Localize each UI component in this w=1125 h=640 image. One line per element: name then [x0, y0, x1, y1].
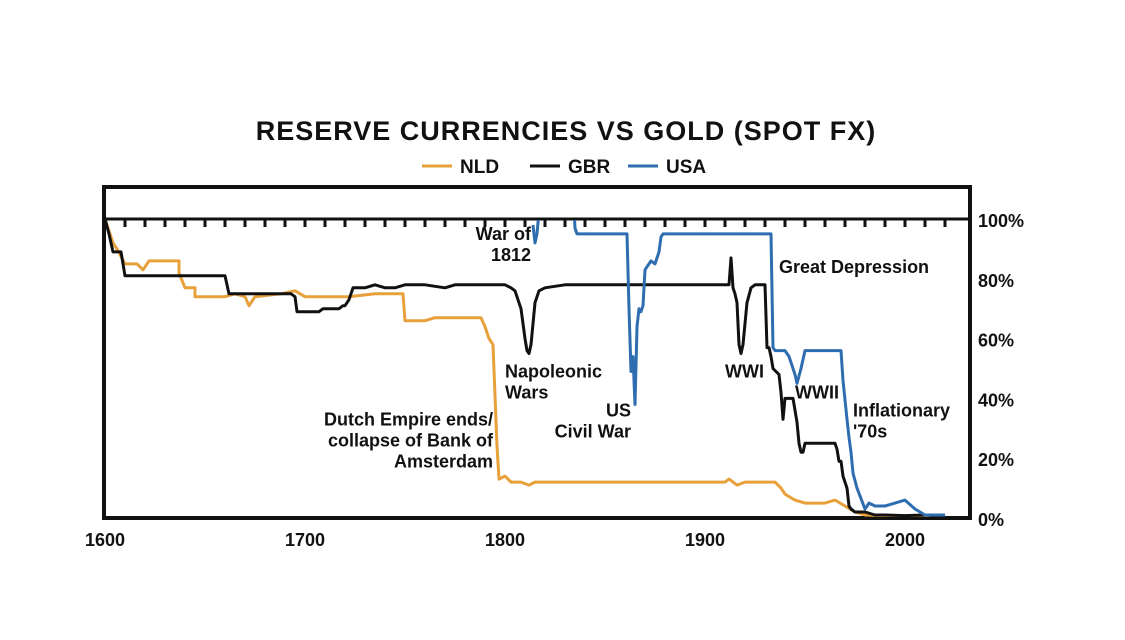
- x-tick-label: 1700: [285, 530, 325, 550]
- annotation-label: Amsterdam: [394, 451, 493, 471]
- series-layer: [106, 220, 946, 517]
- x-tick-label: 1600: [85, 530, 125, 550]
- annotation-label: '70s: [853, 421, 887, 441]
- annotation-label: WWI: [725, 361, 764, 381]
- y-tick-label: 80%: [978, 271, 1014, 291]
- x-tick-label: 1900: [685, 530, 725, 550]
- annotation-label: 1812: [491, 245, 531, 265]
- annotation-label: Wars: [505, 382, 548, 402]
- series-line-nld: [106, 220, 945, 517]
- axis-layer: 1600 1700 1800 1900 2000 0% 20% 40% 60% 80% 100%: [85, 211, 1024, 550]
- annotation-label: Civil War: [555, 421, 631, 441]
- legend: NLD GBR USA: [422, 157, 706, 178]
- y-tick-label: 20%: [978, 450, 1014, 470]
- legend-label-nld: NLD: [460, 157, 499, 178]
- series-line-usa: [531, 220, 945, 517]
- series-line-gbr: [106, 220, 946, 517]
- chart-title: RESERVE CURRENCIES VS GOLD (SPOT FX): [256, 116, 877, 146]
- y-tick-label: 100%: [978, 211, 1024, 231]
- annotation-label: WWII: [795, 382, 839, 402]
- plot-frame: [102, 185, 972, 520]
- legend-label-usa: USA: [666, 157, 706, 178]
- y-tick-label: 60%: [978, 331, 1014, 351]
- x-tick-label: 2000: [885, 530, 925, 550]
- plot-border: [102, 185, 972, 520]
- legend-label-gbr: GBR: [568, 157, 611, 178]
- y-tick-label: 0%: [978, 510, 1004, 530]
- annotation-label: Inflationary: [853, 400, 950, 420]
- y-tick-label: 40%: [978, 390, 1014, 410]
- annotation-label: Napoleonic: [505, 361, 602, 381]
- annotation-label: Great Depression: [779, 257, 929, 277]
- annotation-label: Dutch Empire ends/: [324, 409, 493, 429]
- annotation-label: collapse of Bank of: [328, 430, 494, 450]
- annotation-label: War of: [476, 224, 532, 244]
- x-tick-label: 1800: [485, 530, 525, 550]
- annotation-label: US: [606, 400, 631, 420]
